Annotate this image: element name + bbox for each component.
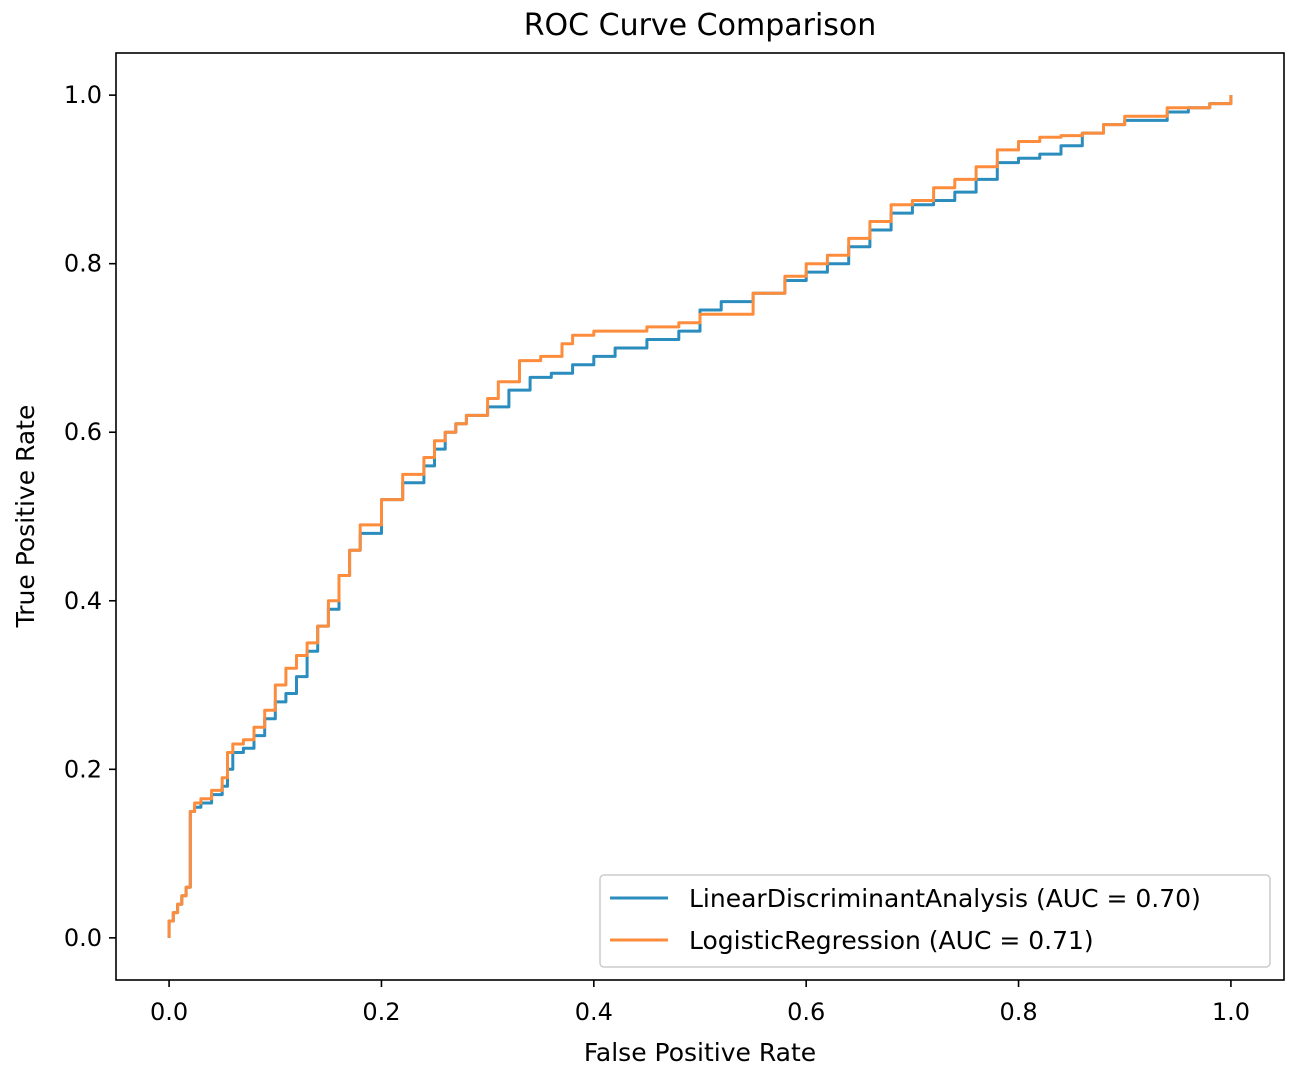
y-tick-label: 0.0 <box>64 924 102 952</box>
y-tick-label: 0.8 <box>64 250 102 278</box>
x-tick-label: 0.0 <box>150 998 188 1026</box>
y-axis-label: True Positive Rate <box>11 405 40 629</box>
chart-title: ROC Curve Comparison <box>524 8 877 43</box>
y-tick-label: 0.2 <box>64 755 102 783</box>
legend: LinearDiscriminantAnalysis (AUC = 0.70) … <box>599 874 1271 968</box>
series-line-0 <box>167 95 1233 938</box>
plot-area-frame <box>115 52 1285 981</box>
y-tick-label: 0.6 <box>64 418 102 446</box>
x-axis-ticks: 0.0 0.2 0.4 0.6 0.8 1.0 <box>150 980 1250 1026</box>
x-tick-label: 0.4 <box>575 998 613 1026</box>
x-tick-label: 0.6 <box>787 998 825 1026</box>
x-tick-label: 0.8 <box>999 998 1037 1026</box>
x-tick-label: 1.0 <box>1212 998 1250 1026</box>
x-tick-label: 0.2 <box>362 998 400 1026</box>
series-line-1 <box>167 95 1233 938</box>
legend-label-lda: LinearDiscriminantAnalysis (AUC = 0.70) <box>689 884 1201 913</box>
legend-box <box>599 874 1271 968</box>
series-layer <box>167 95 1233 938</box>
x-axis-label: False Positive Rate <box>584 1038 816 1067</box>
y-tick-label: 0.4 <box>64 587 102 615</box>
y-axis-ticks: 0.0 0.2 0.4 0.6 0.8 1.0 <box>64 81 116 952</box>
legend-label-logreg: LogisticRegression (AUC = 0.71) <box>689 926 1094 955</box>
y-tick-label: 1.0 <box>64 81 102 109</box>
